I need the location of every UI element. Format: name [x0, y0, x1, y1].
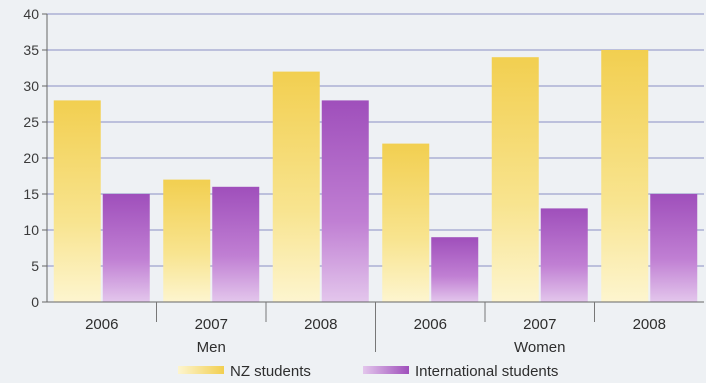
y-tick-label: 20: [23, 150, 39, 166]
x-tick-label: 2006: [85, 316, 118, 333]
x-tick-label: 2007: [523, 316, 556, 333]
x-tick-label: 2006: [414, 316, 447, 333]
y-tick-label: 5: [31, 258, 39, 274]
bar-international-students: [102, 194, 150, 302]
y-tick-label: 10: [23, 222, 39, 238]
y-tick-label: 0: [31, 294, 39, 310]
y-tick-label: 40: [23, 6, 39, 22]
y-tick-label: 25: [23, 114, 39, 130]
legend-swatch-nz-students: [178, 366, 224, 374]
legend-swatch-international-students: [363, 366, 409, 374]
y-tick-label: 15: [23, 186, 39, 202]
y-tick-label: 35: [23, 42, 39, 58]
bar-nz-students: [163, 179, 211, 302]
bar-international-students: [212, 186, 260, 302]
bar-international-students: [540, 208, 588, 302]
x-tick-label: 2008: [633, 316, 666, 333]
group-label: Women: [514, 339, 565, 356]
legend-label-nz-students: NZ students: [230, 363, 311, 380]
x-tick-label: 2007: [195, 316, 228, 333]
y-tick-label: 30: [23, 78, 39, 94]
group-label: Men: [197, 339, 226, 356]
bar-nz-students: [382, 143, 430, 302]
x-tick-label: 2008: [304, 316, 337, 333]
bar-nz-students: [601, 50, 649, 302]
legend-label-international-students: International students: [415, 363, 558, 380]
bar-international-students: [321, 100, 369, 303]
bar-international-students: [650, 194, 698, 302]
bar-nz-students: [491, 57, 539, 303]
bar-international-students: [431, 237, 479, 302]
bar-nz-students: [272, 71, 320, 302]
bar-nz-students: [53, 100, 101, 303]
